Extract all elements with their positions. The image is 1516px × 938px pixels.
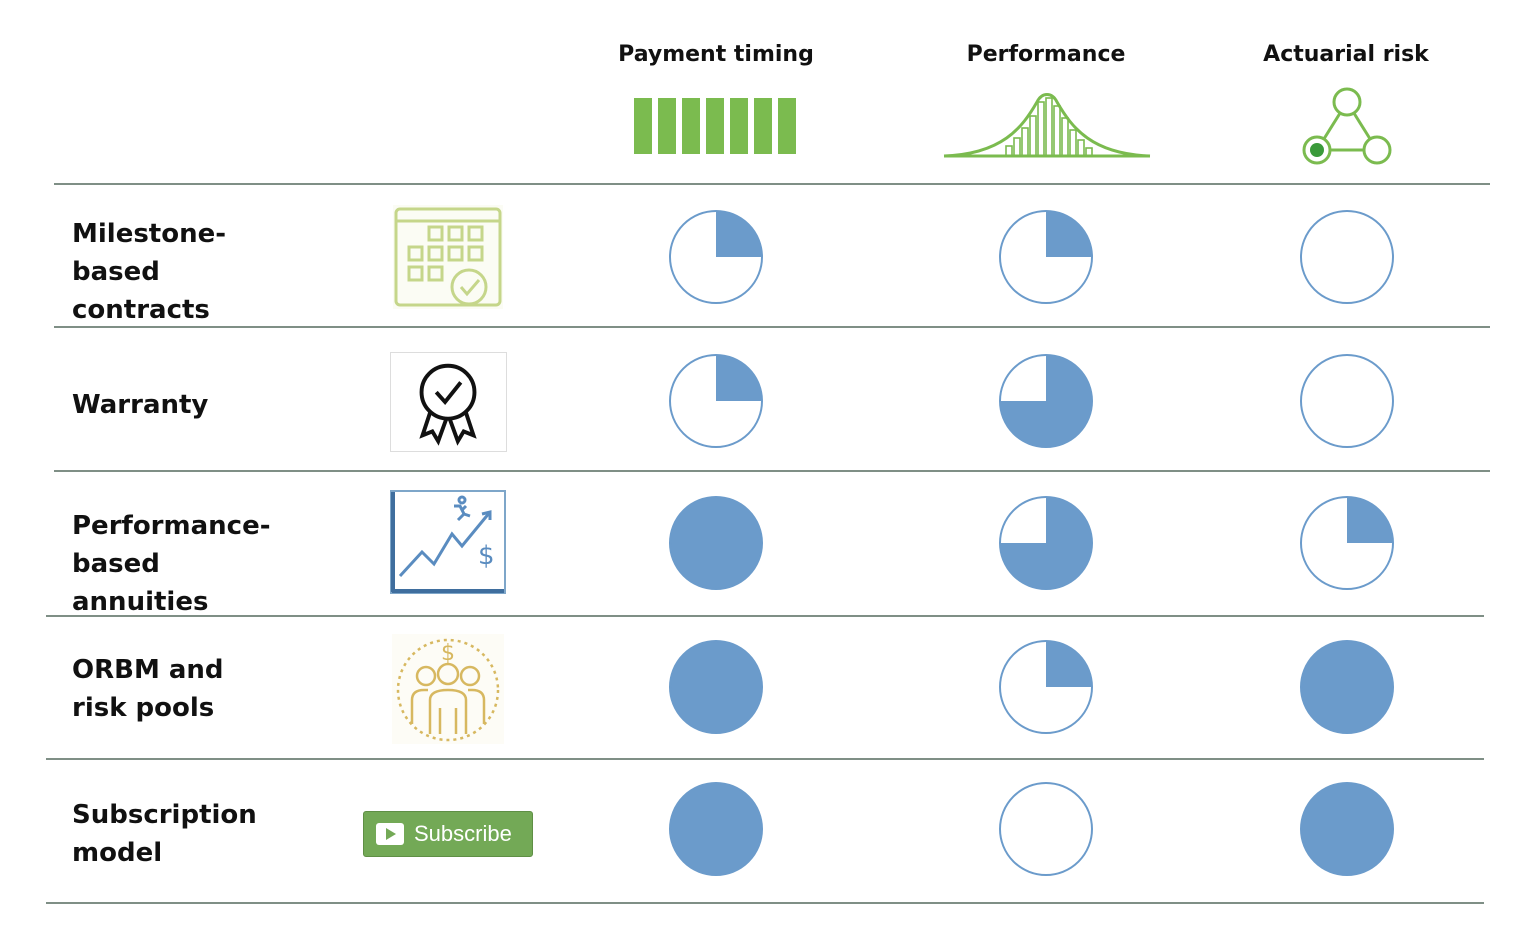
harvey-fill-wedge (1347, 497, 1393, 543)
svg-text:$: $ (478, 541, 495, 571)
row-label-subscription: Subscription model (72, 800, 257, 868)
harvey-fill-wedge (1046, 211, 1092, 257)
harvey-fill (669, 496, 763, 590)
triangle-nodes-icon (1302, 87, 1392, 165)
harvey-ball-performance (999, 354, 1093, 448)
divider (46, 758, 1484, 760)
harvey-ball-actuarial-risk (1300, 640, 1394, 734)
column-header-payment-timing: Payment timing (618, 42, 814, 67)
harvey-fill-wedge (716, 211, 762, 257)
subscribe-label: Subscribe (414, 821, 512, 846)
harvey-ball-payment-timing (669, 640, 763, 734)
harvey-fill-wedge (1000, 355, 1092, 447)
divider (46, 902, 1484, 904)
column-header-actuarial-risk: Actuarial risk (1263, 42, 1429, 67)
row-label-performance-annuities: Performance-based annuities (72, 511, 271, 617)
growth-chart-icon: $ (390, 490, 506, 594)
harvey-ball-performance (999, 496, 1093, 590)
people-pool-icon: $ (392, 634, 504, 744)
divider (46, 615, 1484, 617)
harvey-ball-performance (999, 640, 1093, 734)
harvey-ball-actuarial-risk (1300, 210, 1394, 304)
harvey-outline (1300, 354, 1394, 448)
payment-bars-icon (634, 98, 796, 154)
harvey-ball-actuarial-risk (1300, 496, 1394, 590)
divider (54, 470, 1490, 472)
harvey-fill (1300, 782, 1394, 876)
play-icon (376, 823, 404, 845)
award-ribbon-icon (390, 352, 507, 452)
calendar-check-icon (393, 205, 503, 309)
row-label-warranty: Warranty (72, 390, 209, 420)
harvey-outline (999, 782, 1093, 876)
harvey-ball-payment-timing (669, 782, 763, 876)
row-label-milestone: Milestone-based contracts (72, 219, 227, 325)
divider (54, 183, 1490, 185)
harvey-ball-actuarial-risk (1300, 354, 1394, 448)
harvey-ball-payment-timing (669, 354, 763, 448)
harvey-fill (1300, 640, 1394, 734)
column-header-performance: Performance (966, 42, 1126, 67)
divider (54, 326, 1490, 328)
harvey-fill-wedge (1046, 641, 1092, 687)
harvey-outline (1300, 210, 1394, 304)
harvey-ball-performance (999, 210, 1093, 304)
subscribe-button-icon: Subscribe (363, 811, 533, 857)
harvey-ball-actuarial-risk (1300, 782, 1394, 876)
harvey-ball-payment-timing (669, 496, 763, 590)
harvey-fill-wedge (716, 355, 762, 401)
harvey-fill (669, 640, 763, 734)
harvey-fill-wedge (1000, 497, 1092, 589)
harvey-ball-payment-timing (669, 210, 763, 304)
svg-text:$: $ (441, 641, 455, 666)
bell-curve-icon (943, 93, 1151, 158)
row-label-orbm: ORBM and risk pools (72, 655, 224, 723)
harvey-fill (669, 782, 763, 876)
harvey-ball-performance (999, 782, 1093, 876)
